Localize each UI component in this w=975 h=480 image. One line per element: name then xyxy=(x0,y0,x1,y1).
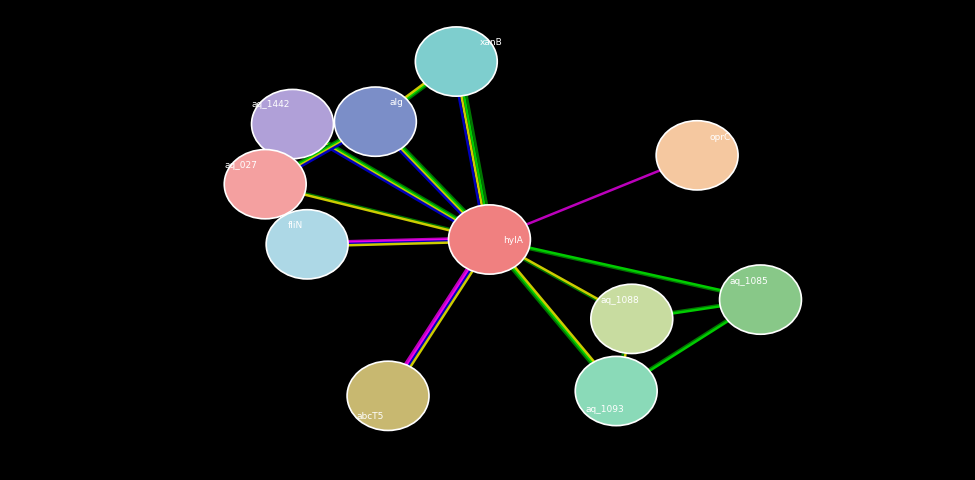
Ellipse shape xyxy=(415,28,497,97)
Text: alg: alg xyxy=(390,98,404,107)
Text: aq_027: aq_027 xyxy=(224,161,257,170)
Text: aq_1093: aq_1093 xyxy=(585,405,624,413)
Ellipse shape xyxy=(334,88,416,157)
Text: oprC: oprC xyxy=(710,132,731,141)
Ellipse shape xyxy=(448,205,530,275)
Ellipse shape xyxy=(656,121,738,191)
Text: aq_1088: aq_1088 xyxy=(601,296,640,304)
Text: aq_1085: aq_1085 xyxy=(729,276,768,285)
Text: abcT5: abcT5 xyxy=(357,411,384,420)
Text: fliN: fliN xyxy=(288,221,303,229)
Ellipse shape xyxy=(224,150,306,219)
Ellipse shape xyxy=(575,357,657,426)
Ellipse shape xyxy=(347,361,429,431)
Text: xanB: xanB xyxy=(480,38,502,47)
Ellipse shape xyxy=(252,90,333,159)
Text: hyIA: hyIA xyxy=(503,236,523,244)
Ellipse shape xyxy=(266,210,348,279)
Text: aq_1442: aq_1442 xyxy=(252,100,290,109)
Ellipse shape xyxy=(591,285,673,354)
Ellipse shape xyxy=(720,265,801,335)
